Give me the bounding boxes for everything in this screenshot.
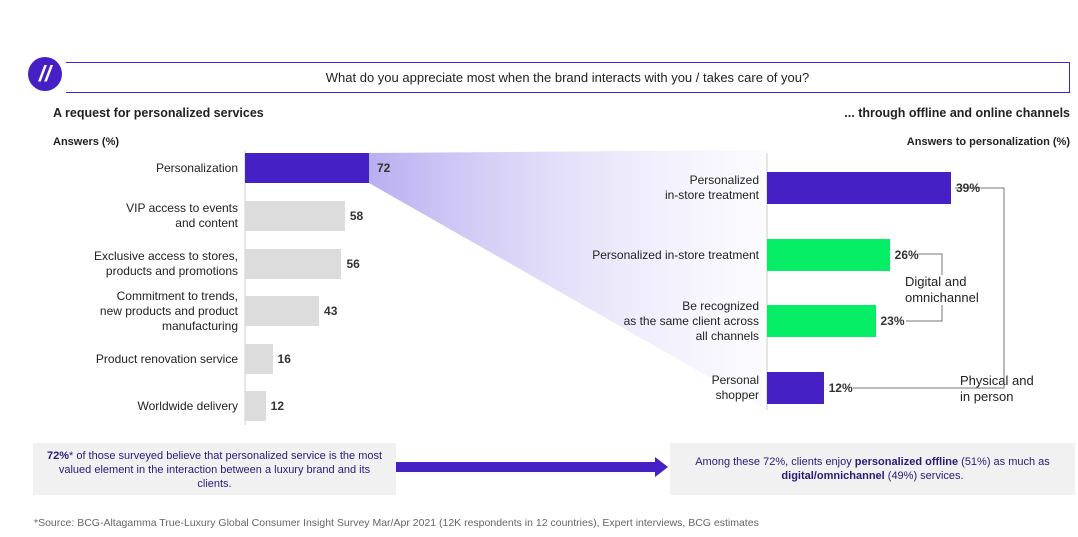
footer-left-text: * of those surveyed believe that persona… xyxy=(58,450,383,490)
bar xyxy=(767,172,951,204)
category-label: VIP access to events and content xyxy=(126,201,238,231)
arrow xyxy=(396,457,668,477)
left-ylabel: Answers (%) xyxy=(53,136,120,148)
group-label-digital: Digital and omnichannel xyxy=(905,274,979,306)
logo-quote-icon: // xyxy=(28,57,62,91)
category-label-line: all channels xyxy=(695,328,759,343)
value-label: 23% xyxy=(880,314,905,328)
bar xyxy=(245,249,342,279)
fr-t3: (49%) services. xyxy=(884,470,964,482)
bracket-physical xyxy=(955,187,1005,389)
category-label-line: in-store treatment xyxy=(664,188,759,202)
digital-line-2: omnichannel xyxy=(905,290,979,305)
category-label-line: Product renovation service xyxy=(95,351,238,366)
bar xyxy=(245,391,266,421)
value-label: 26% xyxy=(894,248,919,262)
question-box: What do you appreciate most when the bra… xyxy=(66,62,1070,93)
category-label-line: and content xyxy=(175,216,238,230)
category-label-line: VIP access to events xyxy=(126,201,238,215)
bar xyxy=(767,239,890,271)
fr-b2: digital/omnichannel xyxy=(781,470,885,482)
category-label: Exclusive access to stores, products and … xyxy=(94,249,238,279)
group-label-physical: Physical and in person xyxy=(960,373,1034,405)
category-label-line: Personalized in-store treatment xyxy=(592,247,759,262)
category-label: Personal shopper xyxy=(712,373,759,403)
category-label: Personalized in-store treatment xyxy=(665,173,759,203)
highlight-wedge xyxy=(369,150,767,410)
category-label-line: Personalization xyxy=(155,160,238,175)
bar xyxy=(767,305,876,337)
source-note: *Source: BCG-Altagamma True-Luxury Globa… xyxy=(34,517,759,529)
value-label: 16 xyxy=(277,352,291,366)
category-label: Commitment to trends, new products and pr… xyxy=(100,289,238,334)
category-label-line: as the same client across xyxy=(623,313,759,328)
bracket-digital-top xyxy=(918,253,943,275)
category-label-line: Be recognized xyxy=(682,298,759,313)
category-label-line: Worldwide delivery xyxy=(137,398,238,413)
category-label-line: Exclusive access to stores, xyxy=(93,249,238,263)
value-label: 12% xyxy=(828,381,853,395)
category-label-line: new products and product xyxy=(99,303,238,318)
right-ylabel: Answers to personalization (%) xyxy=(906,136,1070,148)
category-label: Be recognized as the same client across al… xyxy=(624,299,759,344)
category-label: Product renovation service xyxy=(96,352,238,367)
value-label: 72 xyxy=(377,161,391,175)
category-label-line: Commitment to trends, xyxy=(116,288,238,303)
value-label: 12 xyxy=(270,399,285,413)
category-label: Worldwide delivery xyxy=(138,399,238,414)
bracket-digital-bottom xyxy=(906,305,943,322)
physical-line-1: Physical and xyxy=(960,373,1034,388)
bar xyxy=(245,201,345,231)
category-label-line: shopper xyxy=(715,388,759,402)
bar xyxy=(245,344,273,374)
category-label: Personalized in-store treatment xyxy=(592,248,759,263)
category-label-line: manufacturing xyxy=(161,318,238,333)
value-label: 43 xyxy=(324,304,338,318)
footer-left-panel: 72%* of those surveyed believe that pers… xyxy=(33,443,396,495)
fr-b1: personalized offline xyxy=(854,456,959,468)
value-label: 56 xyxy=(346,257,360,271)
value-label: 58 xyxy=(349,209,364,223)
fr-t2: (51%) as much as xyxy=(958,456,1050,468)
value-label: 39% xyxy=(956,181,981,195)
category-label-line: Personalized xyxy=(689,173,759,187)
physical-line-2: in person xyxy=(960,389,1014,404)
bar xyxy=(767,372,824,404)
question-text: What do you appreciate most when the bra… xyxy=(325,70,810,85)
right-title: ... through offline and online channels xyxy=(844,106,1070,120)
left-title: A request for personalized services xyxy=(53,106,264,120)
footer-left-bold: 72% xyxy=(46,450,69,462)
category-label-line: products and promotions xyxy=(105,264,238,278)
category-label-line: Personal xyxy=(711,373,759,387)
bar xyxy=(245,153,369,183)
category-label: Personalization xyxy=(156,161,238,176)
bar xyxy=(245,296,320,326)
footer-right-panel: Among these 72%, clients enjoy personali… xyxy=(670,443,1075,495)
digital-line-1: Digital and xyxy=(905,274,967,289)
fr-t1: Among these 72%, clients enjoy xyxy=(695,456,855,468)
